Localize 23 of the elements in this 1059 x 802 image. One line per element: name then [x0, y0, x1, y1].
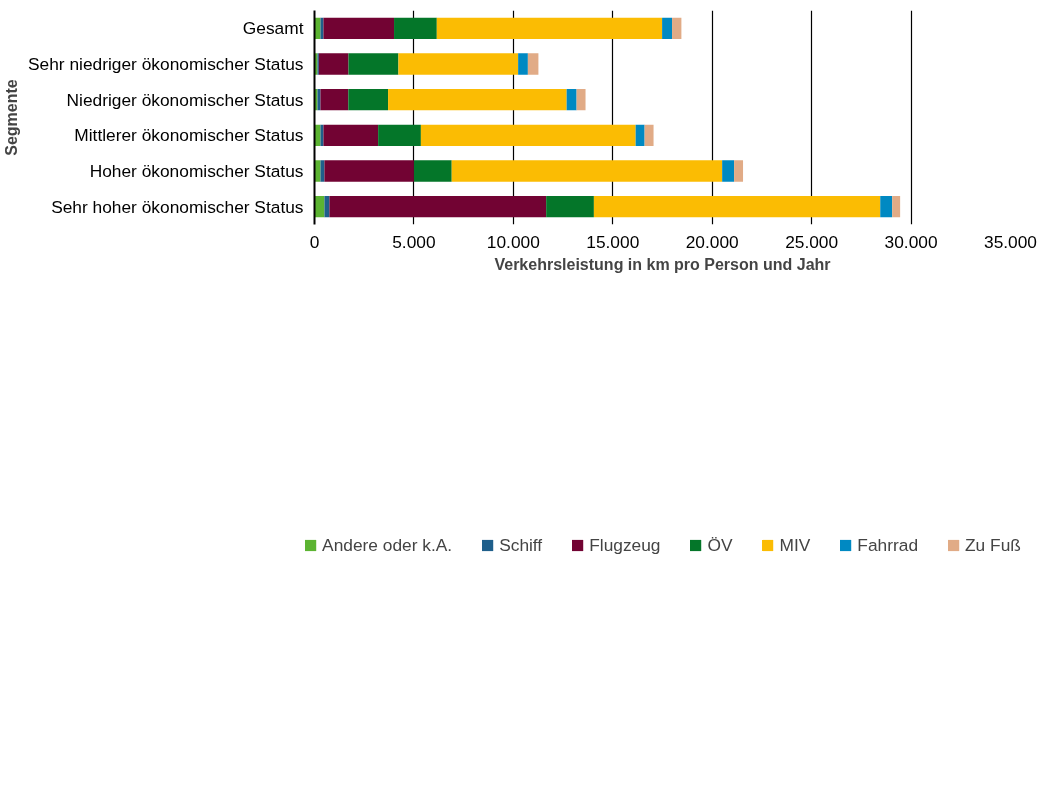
x-tick-label: 25.000 — [785, 231, 839, 252]
x-tick-label: 5.000 — [392, 231, 436, 252]
legend-label: Andere oder k.A. — [322, 534, 453, 556]
x-tick-label: 30.000 — [884, 231, 938, 252]
x-tick-label: 0 — [309, 231, 320, 252]
y-tick-label: Mittlerer ökonomischer Status — [74, 125, 304, 146]
x-tick-label: 20.000 — [685, 231, 739, 252]
legend-label: MIV — [779, 534, 811, 556]
x-tick-label: 35.000 — [984, 231, 1037, 252]
legend-label: Zu Fuß — [965, 534, 1021, 556]
y-tick-label: Sehr niedriger ökonomischer Status — [28, 54, 304, 74]
x-tick-label: 15.000 — [586, 231, 640, 252]
legend-label: Fahrrad — [857, 534, 919, 556]
y-tick-label: Niedriger ökonomischer Status — [66, 89, 304, 110]
y-tick-label: Hoher ökonomischer Status — [89, 161, 304, 181]
legend-label: ÖV — [707, 534, 733, 556]
y-tick-label: Gesamt — [242, 18, 304, 39]
x-tick-label: 10.000 — [486, 231, 540, 252]
x-axis-title: Verkehrsleistung in km pro Person und Jahr — [494, 255, 831, 273]
y-axis-title: Segmente — [3, 79, 21, 156]
y-tick-label: Sehr hoher ökonomischer Status — [51, 196, 304, 217]
legend-label: Flugzeug — [589, 534, 661, 556]
legend-label: Schiff — [499, 534, 543, 556]
